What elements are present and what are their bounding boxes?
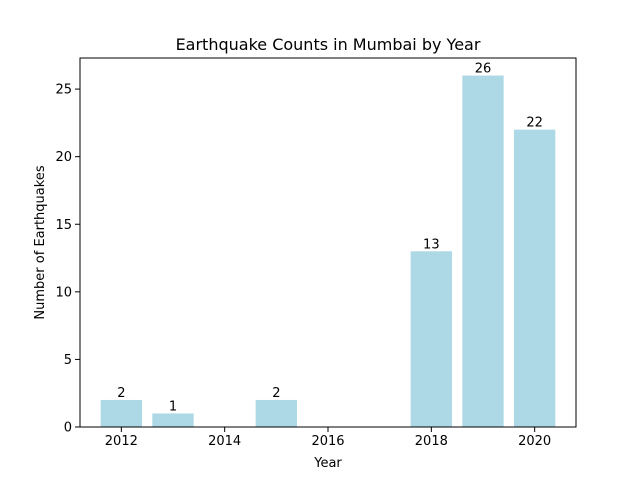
x-tick-label-2012: 2012	[105, 434, 138, 449]
bar-2012	[100, 399, 142, 427]
data-label-2019: 26	[475, 62, 492, 77]
chart-title: Earthquake Counts in Mumbai by Year	[176, 35, 481, 54]
data-label-2013: 1	[169, 399, 177, 414]
data-label-2018: 13	[423, 237, 440, 252]
bar-2019	[462, 75, 504, 427]
axes-frame	[79, 57, 577, 428]
x-axis-label: Year	[313, 456, 342, 471]
data-label-2015: 2	[272, 386, 280, 401]
y-tick-label-0: 0	[64, 421, 72, 436]
bar-2013	[152, 413, 194, 427]
y-tick-label-10: 10	[55, 285, 72, 300]
y-tick-label-5: 5	[64, 353, 72, 368]
bar-2018	[410, 251, 452, 427]
x-tick-label-2018: 2018	[415, 434, 448, 449]
bar-2015	[255, 399, 297, 427]
x-tick-label-2014: 2014	[208, 434, 241, 449]
plot-area: 2 1 2 13 26 22 2012 2014 2016 2018 2020 0 5 10 15 20 25	[55, 62, 556, 449]
y-tick-label-15: 15	[55, 218, 72, 233]
y-tick-label-20: 20	[55, 150, 72, 165]
x-tick-label-2016: 2016	[311, 434, 344, 449]
bar-2020	[514, 129, 556, 427]
y-axis-label: Number of Earthquakes	[33, 165, 48, 319]
data-label-2012: 2	[117, 386, 125, 401]
y-tick-label-25: 25	[55, 83, 72, 98]
x-tick-label-2020: 2020	[518, 434, 551, 449]
data-label-2020: 22	[526, 116, 543, 131]
